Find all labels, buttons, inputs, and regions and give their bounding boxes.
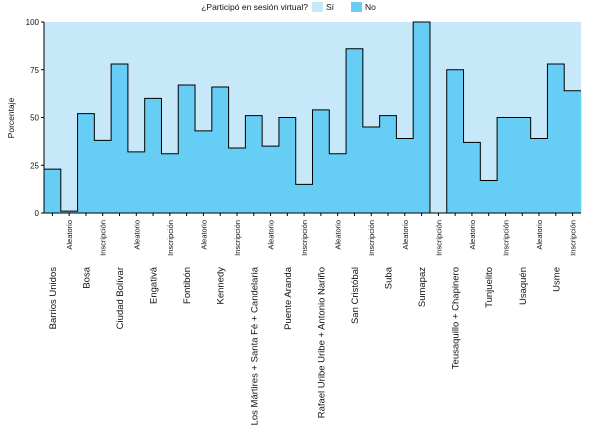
x-tick-label-locality: Los Mártires + Santa Fé + Candelaria [249, 266, 260, 425]
x-tick-label-locality: Usaquén [518, 267, 529, 305]
bar-no [513, 117, 531, 213]
x-tick-label-locality: San Cristóbal [350, 267, 361, 324]
bar-no [127, 151, 145, 213]
y-axis: 0 25 50 75 100 [26, 18, 45, 218]
bar-no [262, 146, 280, 213]
bar-no [178, 85, 196, 213]
bar-no [329, 153, 347, 213]
y-tick-label: 25 [30, 161, 39, 170]
bar-no [530, 138, 548, 213]
bar-no [497, 117, 515, 213]
x-tick-label-method: Aleatorio [199, 220, 208, 250]
x-tick-label-method: Aleatorio [267, 220, 276, 250]
legend-swatch-no [351, 2, 362, 12]
bar-no [463, 142, 481, 213]
x-tick-label-method: Inscripción [367, 220, 376, 256]
bar-no [211, 86, 229, 213]
x-tick-label-method: Aleatorio [132, 220, 141, 250]
bar-no [362, 127, 380, 213]
x-tick-label-locality: Teusaquillo + Chapinero [451, 267, 462, 369]
x-tick-label-method: Aleatorio [401, 220, 410, 250]
bar-outline [44, 21, 581, 214]
legend-swatch-si [312, 2, 323, 12]
x-tick-label-method: Inscripción [569, 220, 578, 256]
plot-area [44, 21, 582, 214]
bar-no [346, 48, 364, 213]
bar-no [245, 115, 263, 213]
x-tick-label-locality: Suba [384, 266, 395, 289]
x-tick-label-method: Aleatorio [468, 220, 477, 250]
bar-no [278, 117, 297, 213]
bar-no [228, 148, 246, 213]
bar-no [44, 169, 62, 213]
y-tick-label: 100 [26, 18, 40, 27]
x-tick-label-locality: Fontibón [182, 267, 193, 304]
bar-no [312, 109, 330, 213]
x-tick-label-locality: Tunjuelito [484, 267, 495, 308]
x-tick-label-method: Inscripción [233, 220, 242, 256]
x-tick-label-locality: Bosa [81, 266, 92, 288]
y-tick-label: 75 [30, 66, 39, 75]
x-tick-label-locality: Engativá [149, 266, 160, 304]
x-tick-label-locality: Sumapaz [417, 267, 428, 307]
x-tick-label-method: Aleatorio [535, 220, 544, 250]
bar-no [379, 115, 397, 213]
x-tick-label-method: Aleatorio [65, 220, 74, 250]
y-axis-title: Porcentaje [6, 97, 16, 138]
bar-no [413, 22, 431, 213]
legend-label-si: Sí [326, 2, 335, 12]
bar-no [60, 211, 78, 213]
x-tick-label-method: Inscripción [300, 220, 309, 256]
bar-no [94, 140, 112, 213]
bar-no [547, 64, 565, 214]
y-tick-label: 50 [30, 114, 39, 123]
x-tick-label-locality: Kennedy [216, 267, 227, 305]
bar-no [111, 64, 129, 214]
x-tick-label-method: Inscripción [501, 220, 510, 256]
y-tick-label: 0 [35, 209, 40, 218]
bar-no [195, 130, 213, 213]
bar-no [564, 90, 582, 213]
bar-no [396, 138, 414, 213]
x-tick-label-locality: Barrios Unidos [48, 267, 59, 330]
bar-no [161, 153, 179, 213]
x-tick-label-locality: Ciudad Bolívar [115, 267, 126, 329]
legend-title: ¿Participó en sesión virtual? [201, 2, 308, 12]
bar-no [144, 98, 162, 213]
x-tick-label-method: Inscripción [434, 220, 443, 256]
x-tick-label-locality: Puente Aranda [283, 266, 294, 330]
x-tick-label-method: Inscripción [99, 220, 108, 256]
x-axis: Aleatorio Inscripción Aleatorio Inscripción… [44, 212, 581, 425]
bar-no [480, 180, 498, 213]
bar-no [446, 69, 464, 213]
bar-no [295, 184, 313, 213]
x-tick-label-locality: Usme [551, 267, 562, 292]
x-tick-label-method: Aleatorio [334, 220, 343, 250]
x-tick-label-method: Inscripción [166, 220, 175, 256]
legend: ¿Participó en sesión virtual? Sí No [201, 2, 376, 12]
legend-label-no: No [365, 2, 376, 12]
bar-no [77, 113, 95, 213]
x-tick-label-locality: Rafael Uribe Uribe + Antonio Nariño [316, 267, 327, 418]
